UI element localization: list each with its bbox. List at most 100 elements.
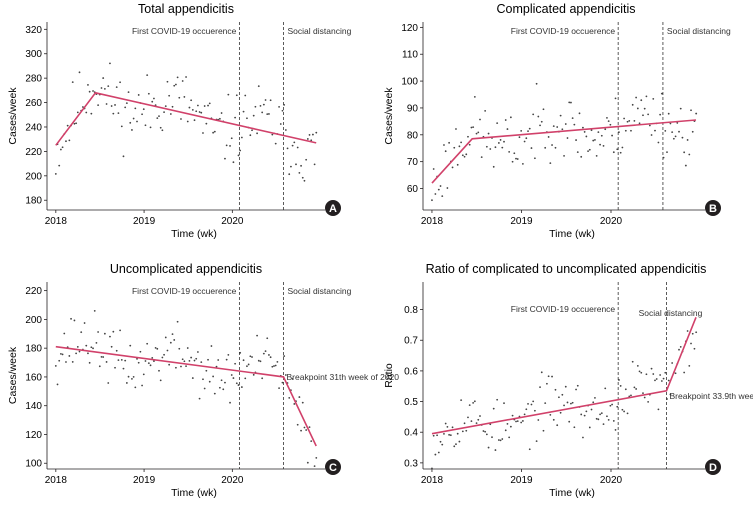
data-point (303, 426, 306, 429)
y-tick-label: 220 (25, 286, 42, 297)
data-point (191, 377, 194, 379)
data-point (134, 386, 137, 389)
data-point (515, 420, 517, 423)
data-point (638, 370, 641, 373)
data-point (678, 130, 680, 133)
y-axis-label: Cases/week (7, 87, 19, 145)
data-point (671, 131, 674, 134)
data-point (119, 81, 121, 84)
data-point (592, 401, 595, 404)
data-point (58, 359, 61, 362)
data-point (305, 429, 308, 431)
panel-letter: D (709, 462, 717, 474)
data-point (298, 396, 301, 398)
data-point (85, 344, 88, 347)
data-point (444, 422, 447, 425)
data-point (75, 352, 78, 355)
data-point (443, 432, 445, 435)
data-point (688, 364, 691, 367)
data-point (80, 331, 83, 334)
panel-badge (705, 200, 721, 216)
data-point (453, 146, 456, 149)
data-point (232, 161, 235, 164)
data-point (595, 417, 598, 420)
data-point (642, 392, 644, 395)
data-point (669, 393, 672, 396)
data-point (103, 332, 106, 335)
data-point (554, 146, 557, 149)
data-point (683, 151, 686, 154)
data-point (93, 309, 96, 312)
data-point (449, 434, 452, 437)
data-point (652, 97, 655, 100)
trend-line (431, 317, 697, 435)
data-point (242, 110, 245, 113)
data-point (564, 123, 567, 125)
data-point (568, 101, 571, 104)
data-point (83, 322, 86, 324)
data-point (261, 377, 264, 380)
data-point (196, 351, 199, 353)
data-point (585, 135, 588, 138)
data-point (564, 385, 567, 388)
data-point (657, 408, 660, 411)
data-point (259, 360, 262, 363)
reference-line-label: First COVID-19 occuerence (511, 26, 616, 36)
reference-line-label: Social distancing (288, 286, 352, 296)
data-point (537, 115, 540, 118)
data-point (115, 86, 118, 89)
data-point (624, 388, 627, 391)
data-point (674, 135, 677, 138)
data-point (678, 348, 680, 351)
data-point (552, 125, 555, 128)
data-point (546, 382, 548, 385)
data-point (492, 407, 495, 410)
data-point (246, 365, 248, 368)
data-point (561, 393, 564, 396)
data-point (533, 157, 536, 160)
data-point (142, 108, 145, 111)
y-tick-label: 100 (401, 77, 418, 88)
data-point (431, 467, 433, 470)
data-point (542, 429, 545, 432)
data-point (503, 402, 505, 405)
y-axis-label: Cases/week (383, 87, 395, 145)
data-point (230, 137, 233, 140)
data-point (229, 401, 231, 404)
data-point (163, 353, 165, 356)
data-point (695, 112, 698, 115)
data-point (487, 132, 490, 135)
data-point (472, 401, 475, 404)
data-point (114, 104, 116, 106)
data-point (659, 113, 662, 116)
data-point (516, 158, 519, 160)
data-point (237, 384, 240, 386)
data-point (164, 336, 167, 339)
data-point (117, 112, 120, 115)
data-point (609, 123, 612, 126)
data-point (109, 62, 111, 65)
data-point (664, 371, 667, 374)
data-point (535, 440, 538, 443)
panel-letter: A (329, 203, 337, 215)
data-point (494, 449, 497, 451)
data-point (441, 443, 444, 446)
data-point (105, 103, 108, 105)
data-point (203, 387, 206, 390)
data-point (224, 157, 226, 160)
data-point (492, 165, 495, 168)
data-point (240, 386, 243, 388)
data-point (576, 151, 579, 154)
data-point (134, 107, 137, 110)
data-point (652, 373, 655, 375)
data-point (180, 118, 182, 120)
data-point (153, 360, 155, 363)
data-point (176, 76, 179, 79)
data-point (181, 80, 184, 82)
reference-line-label: Social distancing (667, 26, 731, 36)
data-point (467, 416, 469, 419)
data-point (636, 107, 639, 110)
y-tick-label: 280 (25, 74, 42, 85)
data-point (448, 433, 451, 436)
data-point (654, 379, 656, 382)
